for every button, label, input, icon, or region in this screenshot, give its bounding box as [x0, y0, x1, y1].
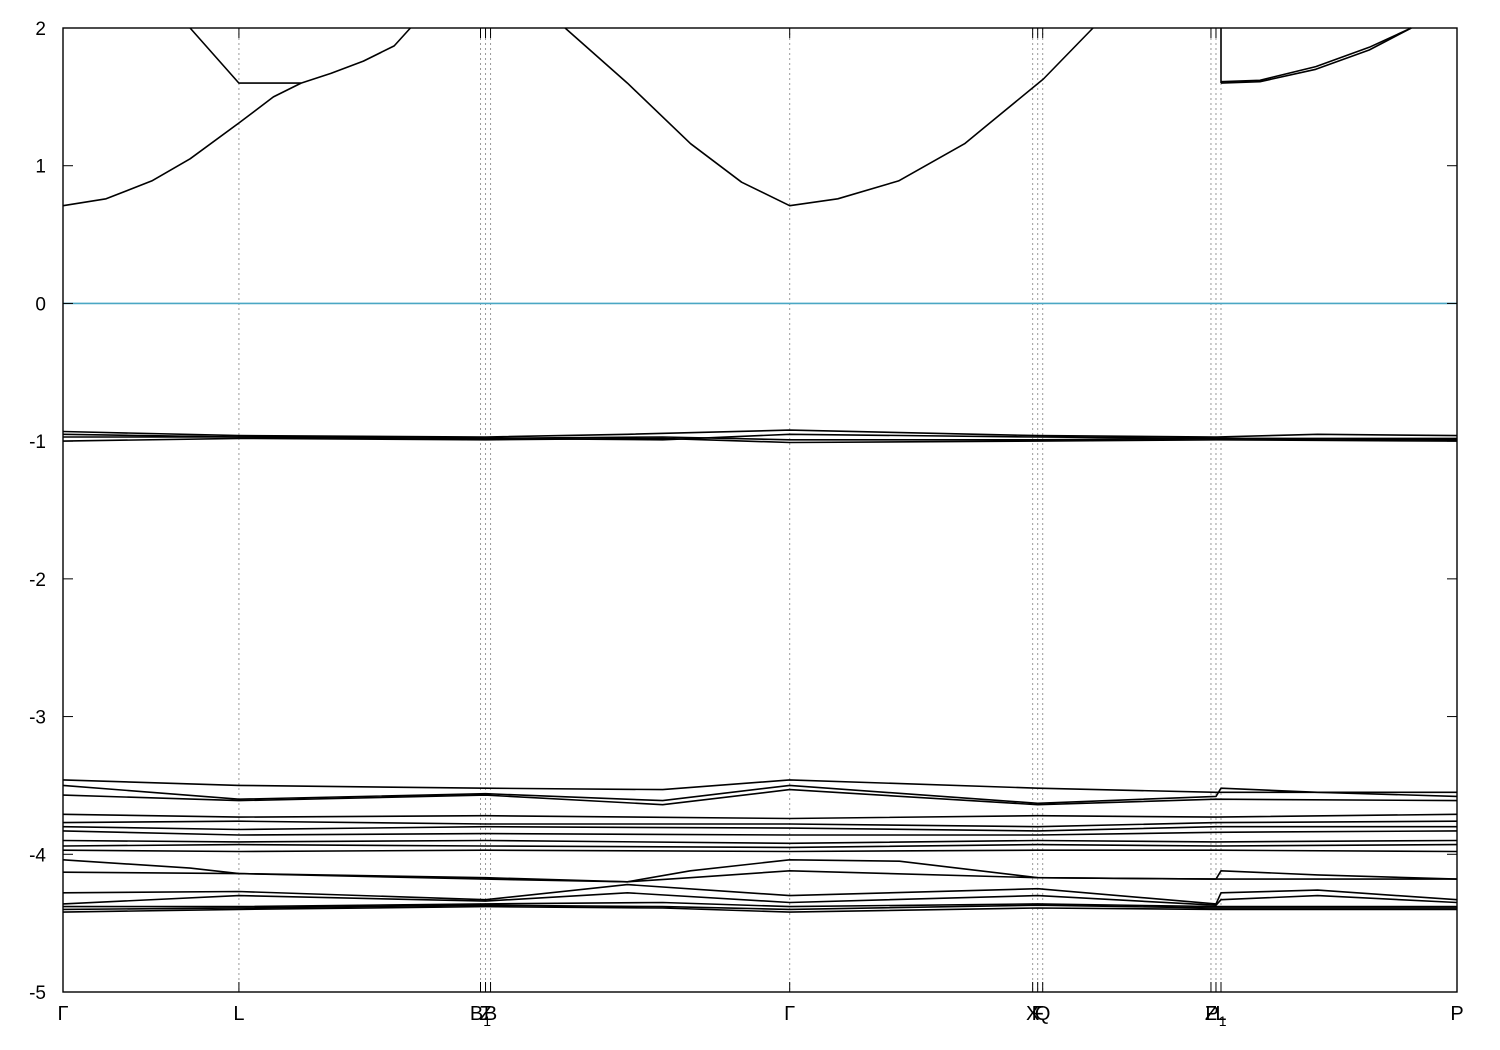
band-line-10 — [62, 437, 1458, 444]
band-line-9 — [63, 436, 1458, 441]
band-line-26 — [62, 904, 1457, 911]
y-tick-label: 1 — [35, 157, 46, 178]
band-line-6 — [1220, 27, 1412, 83]
kpoint-label: X — [1026, 1003, 1039, 1025]
y-tick-label: -3 — [29, 708, 46, 729]
kpoint-label: F — [1032, 1003, 1044, 1025]
band-line-15 — [62, 820, 1458, 828]
y-tick-label: 0 — [35, 294, 46, 315]
band-line-7 — [62, 429, 1458, 438]
plot-frame — [62, 27, 1458, 993]
y-tick-label: -5 — [29, 983, 46, 1004]
band-line-20 — [62, 849, 1458, 853]
band-line-24 — [62, 891, 1458, 907]
y-tick-label: -4 — [29, 845, 46, 866]
band-line-14 — [62, 813, 1458, 820]
kpoint-label: P — [1450, 1003, 1463, 1025]
kpoint-label: B — [484, 1003, 497, 1025]
band-line-27 — [62, 905, 1457, 913]
band-line-3 — [564, 27, 1094, 207]
band-line-1 — [62, 82, 302, 207]
y-tick-label: -1 — [29, 432, 46, 453]
kpoint-label: L — [233, 1003, 244, 1025]
band-lines — [62, 27, 1458, 913]
y-tick-label: -2 — [29, 570, 46, 591]
kpoint-label: Q — [1035, 1003, 1051, 1025]
band-line-12 — [62, 784, 1458, 805]
band-line-13 — [62, 788, 1458, 806]
band-line-23 — [62, 883, 1458, 905]
band-line-17 — [62, 830, 1458, 836]
band-line-2 — [189, 27, 411, 84]
kpoint-label: Γ — [784, 1003, 795, 1025]
y-tick-label: 2 — [35, 19, 46, 40]
band-line-22 — [62, 869, 1457, 883]
y-axis-ticks: 2 1 0 -1 -2 -3 -4 -5 — [29, 19, 1457, 1004]
band-line-11 — [62, 779, 1457, 794]
kpoint-label: P1 — [1205, 1003, 1226, 1029]
kpoint-label: Z — [479, 1003, 491, 1025]
kpoint-label: Z — [1205, 1003, 1217, 1025]
band-line-5 — [1220, 27, 1412, 84]
kpoint-label: B1 — [470, 1003, 491, 1029]
band-line-16 — [62, 825, 1457, 832]
kpoint-label: Γ — [57, 1003, 68, 1025]
band-line-25 — [63, 901, 1457, 908]
band-line-18 — [62, 839, 1458, 845]
band-line-19 — [62, 843, 1458, 849]
kpoint-label: L — [1215, 1003, 1226, 1025]
